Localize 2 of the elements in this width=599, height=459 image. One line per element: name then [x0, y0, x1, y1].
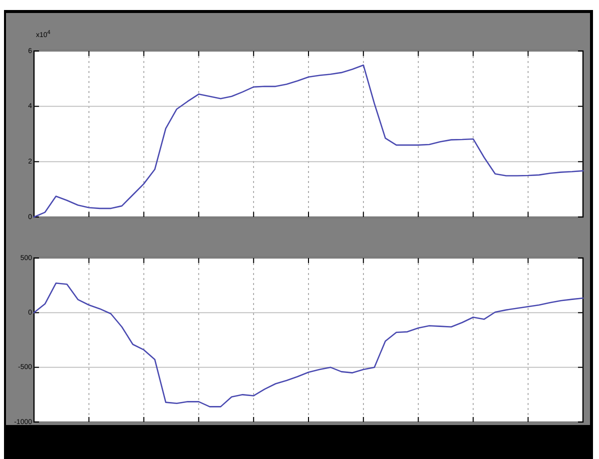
line-series	[33, 64, 584, 218]
line-series	[33, 282, 584, 408]
